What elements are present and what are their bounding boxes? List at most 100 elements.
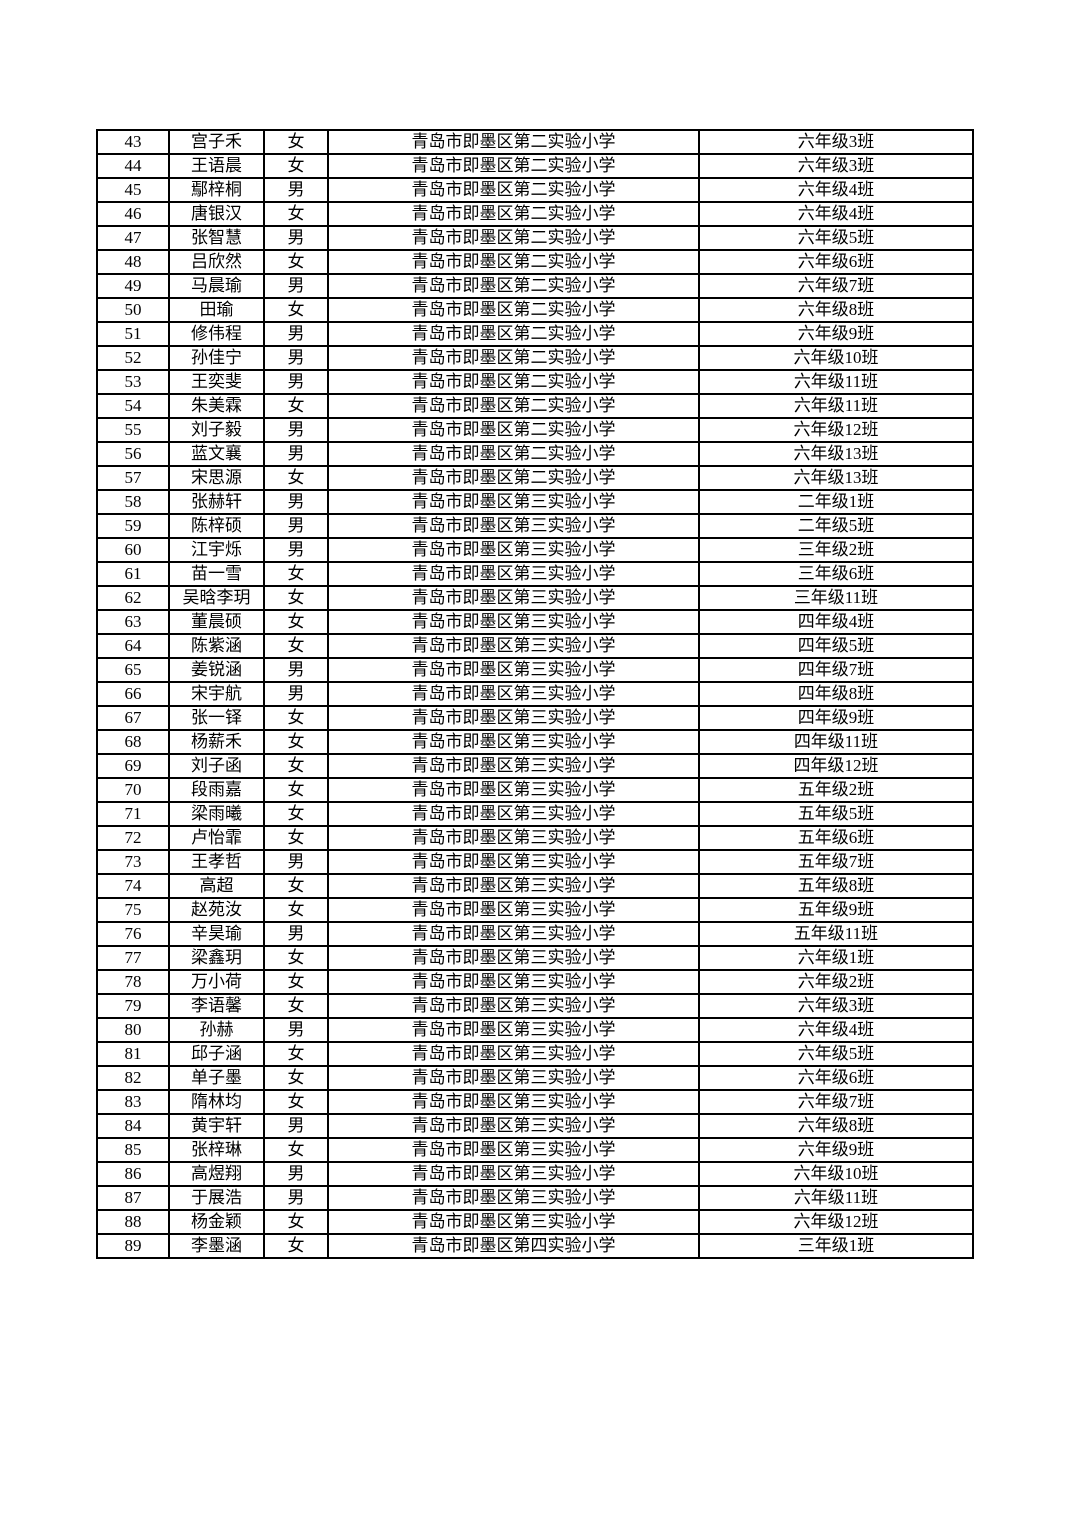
cell-class: 六年级6班: [698, 249, 974, 275]
cell-school: 青岛市即墨区第三实验小学: [327, 1065, 700, 1091]
cell-class: 四年级12班: [698, 753, 974, 779]
cell-row-number: 58: [96, 489, 170, 515]
cell-school: 青岛市即墨区第三实验小学: [327, 1017, 700, 1043]
cell-row-number: 80: [96, 1017, 170, 1043]
cell-row-number: 56: [96, 441, 170, 467]
student-roster-table: 43 宫子禾 女 青岛市即墨区第二实验小学 六年级3班 44 王语晨 女 青岛市…: [96, 129, 974, 1259]
cell-school: 青岛市即墨区第三实验小学: [327, 729, 700, 755]
cell-row-number: 77: [96, 945, 170, 971]
cell-gender: 男: [263, 321, 329, 347]
cell-gender: 女: [263, 897, 329, 923]
table-row: 52 孙佳宁 男 青岛市即墨区第二实验小学 六年级10班: [96, 345, 974, 371]
table-row: 77 梁鑫玥 女 青岛市即墨区第三实验小学 六年级1班: [96, 945, 974, 971]
cell-row-number: 59: [96, 513, 170, 539]
cell-student-name: 鄢梓桐: [168, 177, 265, 203]
cell-gender: 男: [263, 417, 329, 443]
cell-student-name: 刘子毅: [168, 417, 265, 443]
cell-school: 青岛市即墨区第二实验小学: [327, 225, 700, 251]
cell-student-name: 杨薪禾: [168, 729, 265, 755]
cell-school: 青岛市即墨区第三实验小学: [327, 849, 700, 875]
cell-row-number: 71: [96, 801, 170, 827]
cell-school: 青岛市即墨区第二实验小学: [327, 153, 700, 179]
cell-student-name: 李语馨: [168, 993, 265, 1019]
cell-class: 四年级11班: [698, 729, 974, 755]
table-row: 64 陈紫涵 女 青岛市即墨区第三实验小学 四年级5班: [96, 633, 974, 659]
cell-class: 三年级6班: [698, 561, 974, 587]
table-row: 82 单子墨 女 青岛市即墨区第三实验小学 六年级6班: [96, 1065, 974, 1091]
cell-student-name: 张一铎: [168, 705, 265, 731]
table-row: 51 修伟程 男 青岛市即墨区第二实验小学 六年级9班: [96, 321, 974, 347]
cell-class: 六年级13班: [698, 441, 974, 467]
cell-school: 青岛市即墨区第二实验小学: [327, 465, 700, 491]
cell-class: 六年级8班: [698, 297, 974, 323]
table-row: 71 梁雨曦 女 青岛市即墨区第三实验小学 五年级5班: [96, 801, 974, 827]
cell-school: 青岛市即墨区第四实验小学: [327, 1233, 700, 1259]
cell-gender: 女: [263, 249, 329, 275]
cell-row-number: 69: [96, 753, 170, 779]
student-roster-body: 43 宫子禾 女 青岛市即墨区第二实验小学 六年级3班 44 王语晨 女 青岛市…: [96, 129, 974, 1259]
cell-row-number: 70: [96, 777, 170, 803]
cell-gender: 女: [263, 825, 329, 851]
cell-class: 六年级13班: [698, 465, 974, 491]
cell-student-name: 宋宇航: [168, 681, 265, 707]
cell-student-name: 王奕斐: [168, 369, 265, 395]
cell-gender: 男: [263, 177, 329, 203]
table-row: 61 苗一雪 女 青岛市即墨区第三实验小学 三年级6班: [96, 561, 974, 587]
cell-gender: 女: [263, 753, 329, 779]
table-row: 85 张梓琳 女 青岛市即墨区第三实验小学 六年级9班: [96, 1137, 974, 1163]
cell-gender: 女: [263, 201, 329, 227]
cell-gender: 女: [263, 561, 329, 587]
cell-gender: 女: [263, 1041, 329, 1067]
cell-row-number: 63: [96, 609, 170, 635]
cell-row-number: 64: [96, 633, 170, 659]
cell-gender: 男: [263, 1017, 329, 1043]
cell-class: 六年级5班: [698, 1041, 974, 1067]
table-row: 84 黄宇轩 男 青岛市即墨区第三实验小学 六年级8班: [96, 1113, 974, 1139]
cell-student-name: 黄宇轩: [168, 1113, 265, 1139]
cell-row-number: 45: [96, 177, 170, 203]
cell-student-name: 蓝文襄: [168, 441, 265, 467]
cell-student-name: 姜锐涵: [168, 657, 265, 683]
cell-school: 青岛市即墨区第三实验小学: [327, 1041, 700, 1067]
cell-class: 二年级1班: [698, 489, 974, 515]
cell-gender: 男: [263, 681, 329, 707]
cell-student-name: 吴晗李玥: [168, 585, 265, 611]
cell-class: 六年级7班: [698, 1089, 974, 1115]
cell-student-name: 段雨嘉: [168, 777, 265, 803]
cell-gender: 女: [263, 1089, 329, 1115]
cell-gender: 男: [263, 1185, 329, 1211]
cell-class: 六年级6班: [698, 1065, 974, 1091]
cell-school: 青岛市即墨区第二实验小学: [327, 129, 700, 155]
table-row: 79 李语馨 女 青岛市即墨区第三实验小学 六年级3班: [96, 993, 974, 1019]
cell-school: 青岛市即墨区第三实验小学: [327, 921, 700, 947]
table-row: 80 孙赫 男 青岛市即墨区第三实验小学 六年级4班: [96, 1017, 974, 1043]
cell-student-name: 陈紫涵: [168, 633, 265, 659]
cell-row-number: 57: [96, 465, 170, 491]
cell-class: 五年级5班: [698, 801, 974, 827]
cell-school: 青岛市即墨区第三实验小学: [327, 969, 700, 995]
cell-class: 四年级9班: [698, 705, 974, 731]
cell-student-name: 王语晨: [168, 153, 265, 179]
cell-school: 青岛市即墨区第三实验小学: [327, 513, 700, 539]
cell-class: 六年级7班: [698, 273, 974, 299]
cell-row-number: 44: [96, 153, 170, 179]
cell-class: 四年级8班: [698, 681, 974, 707]
cell-gender: 女: [263, 129, 329, 155]
cell-row-number: 47: [96, 225, 170, 251]
cell-row-number: 79: [96, 993, 170, 1019]
cell-class: 五年级6班: [698, 825, 974, 851]
cell-student-name: 董晨硕: [168, 609, 265, 635]
cell-school: 青岛市即墨区第三实验小学: [327, 1209, 700, 1235]
table-row: 47 张智慧 男 青岛市即墨区第二实验小学 六年级5班: [96, 225, 974, 251]
cell-student-name: 单子墨: [168, 1065, 265, 1091]
cell-row-number: 83: [96, 1089, 170, 1115]
cell-row-number: 88: [96, 1209, 170, 1235]
table-row: 49 马晨瑜 男 青岛市即墨区第二实验小学 六年级7班: [96, 273, 974, 299]
cell-row-number: 66: [96, 681, 170, 707]
cell-row-number: 81: [96, 1041, 170, 1067]
cell-class: 六年级12班: [698, 417, 974, 443]
table-row: 50 田瑜 女 青岛市即墨区第二实验小学 六年级8班: [96, 297, 974, 323]
cell-row-number: 48: [96, 249, 170, 275]
cell-school: 青岛市即墨区第二实验小学: [327, 201, 700, 227]
table-row: 46 唐银汉 女 青岛市即墨区第二实验小学 六年级4班: [96, 201, 974, 227]
